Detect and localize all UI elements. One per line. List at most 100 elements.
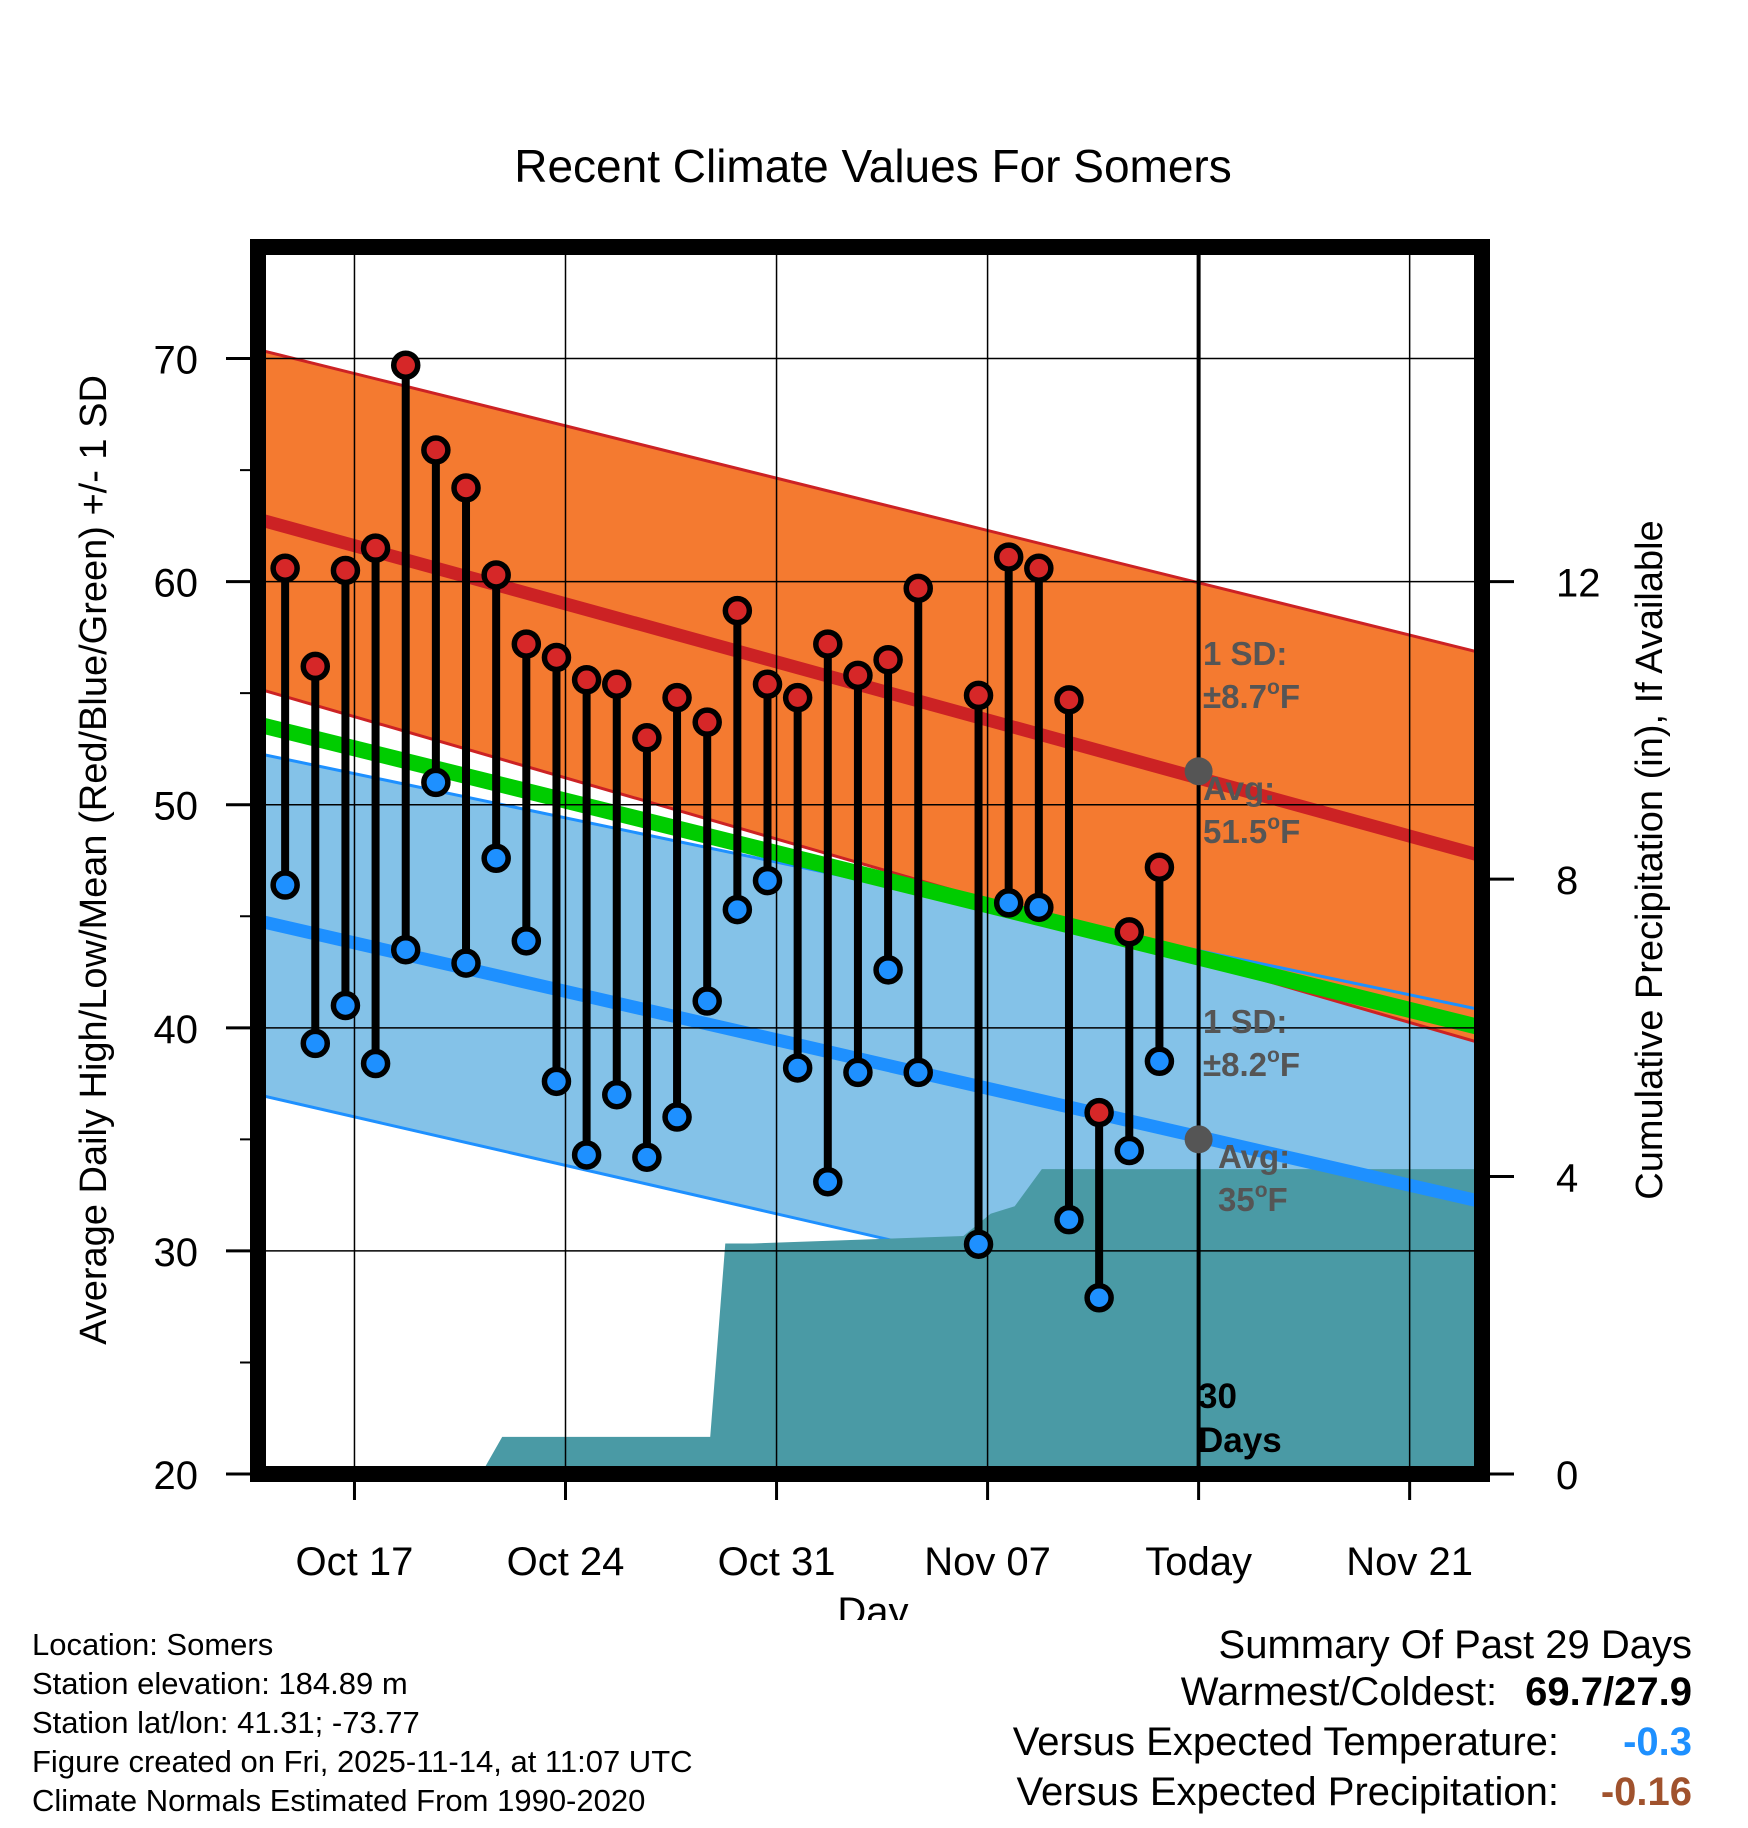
normals-text: Climate Normals Estimated From 1990-2020 [32, 1783, 646, 1818]
summary-panel: Summary Of Past 29 Days Warmest/Coldest:… [1013, 1620, 1692, 1820]
x-tick-label: Oct 31 [718, 1540, 836, 1584]
latlon-text: Station lat/lon: 41.31; -73.77 [32, 1705, 420, 1740]
high-point [993, 542, 1024, 572]
created-text: Figure created on Fri, 2025-11-14, at 11… [32, 1744, 693, 1779]
high-point [782, 682, 813, 713]
high-sd-band [258, 349, 1482, 1044]
high-point [1144, 852, 1175, 882]
station-info: Location: Somers Station elevation: 184.… [32, 1625, 693, 1820]
low-point [632, 1142, 662, 1172]
location-text: Location: Somers [32, 1627, 274, 1662]
high-avg-line [258, 512, 1482, 863]
low-point [903, 1057, 933, 1088]
low-point [1084, 1283, 1114, 1313]
y2-tick-label: 4 [1556, 1157, 1578, 1201]
high-point [1084, 1097, 1114, 1128]
low-avg-label: Avg: [1218, 1138, 1290, 1175]
x-tick-label: Oct 24 [507, 1540, 625, 1584]
precip-anomaly-value: -0.16 [1600, 1770, 1692, 1814]
y-tick-label: 70 [154, 339, 199, 383]
warmest-coldest-label: Warmest/Coldest: [1180, 1670, 1498, 1714]
elevation-text: Station elevation: 184.89 m [32, 1666, 408, 1701]
y2-tick-label: 8 [1556, 859, 1578, 903]
climate-chart: 1 SD: ±8.7oF Avg: 51.5oF 1 SD: ±8.2oF Avg: 35oF… [73, 140, 1671, 1620]
low-point [873, 955, 903, 985]
days-count: 30 [1198, 1377, 1237, 1416]
high-point [511, 629, 542, 659]
x-tick-label: Nov 07 [924, 1540, 1051, 1584]
low-avg-anchor-dot [1184, 1125, 1213, 1154]
x-tick-label: Nov 21 [1346, 1540, 1473, 1584]
high-point [903, 573, 933, 604]
low-point [571, 1140, 602, 1170]
high-point [752, 669, 783, 700]
high-point [1024, 553, 1054, 584]
precip-area [481, 1169, 1482, 1474]
low-point [1114, 1135, 1145, 1166]
low-point [1024, 892, 1054, 923]
low-point [722, 894, 753, 925]
high-point [1114, 917, 1145, 947]
y-axis-label-right: Cumulative Precipitation (in), If Availa… [1629, 520, 1671, 1199]
high-point [813, 629, 843, 659]
low-point [1054, 1204, 1084, 1235]
y2-tick-label: 12 [1556, 562, 1601, 606]
low-point [360, 1048, 391, 1079]
low-point [993, 888, 1024, 918]
low-point [511, 926, 542, 956]
high-point [421, 435, 451, 465]
low-point [963, 1229, 994, 1259]
low-point [782, 1053, 813, 1083]
high-avg-label: Avg: [1203, 770, 1275, 807]
high-point [602, 669, 632, 700]
low-avg-value: 35oF [1218, 1179, 1288, 1218]
low-point [481, 843, 511, 874]
low-sd-label: 1 SD: [1203, 1003, 1287, 1040]
high-point [1054, 685, 1084, 715]
y-tick-label: 50 [154, 785, 199, 829]
chart-title: Recent Climate Values For Somers [514, 140, 1232, 192]
y-axis-label-left: Average Daily High/Low/Mean (Red/Blue/Gr… [73, 375, 115, 1345]
low-point [692, 986, 722, 1016]
high-point [571, 665, 602, 695]
y-tick-label: 40 [154, 1008, 199, 1052]
x-tick-label: Today [1145, 1540, 1252, 1584]
high-point [330, 555, 361, 586]
temp-anomaly-label: Versus Expected Temperature: [1012, 1720, 1559, 1764]
low-sd-value: ±8.2oF [1203, 1044, 1300, 1083]
high-point [692, 707, 722, 737]
x-axis-label: Day [837, 1590, 908, 1620]
high-point [360, 533, 391, 563]
high-point [662, 682, 692, 713]
warmest-coldest-value: 69.7/27.9 [1525, 1670, 1692, 1714]
low-point [421, 767, 451, 798]
low-point [541, 1066, 572, 1097]
low-point [662, 1102, 692, 1132]
y-tick-label: 60 [154, 562, 199, 606]
low-point [752, 865, 783, 896]
y-tick-label: 20 [154, 1454, 199, 1498]
high-point [963, 680, 994, 711]
low-point [813, 1167, 843, 1197]
high-point [722, 595, 753, 626]
y2-tick-label: 0 [1556, 1454, 1578, 1498]
low-point [602, 1079, 632, 1110]
high-sd-value: ±8.7oF [1203, 676, 1300, 715]
precip-anomaly-label: Versus Expected Precipitation: [1016, 1770, 1559, 1814]
high-avg-value: 51.5oF [1203, 811, 1300, 850]
y-tick-label: 30 [154, 1231, 199, 1275]
high-point [843, 660, 873, 691]
high-point [632, 723, 662, 753]
low-point [1144, 1046, 1175, 1077]
high-point [481, 560, 511, 590]
high-avg-anchor-dot [1184, 757, 1213, 786]
low-point [451, 948, 481, 978]
high-point [390, 350, 421, 380]
mean-avg-line [258, 716, 1482, 1036]
days-label: Days [1198, 1421, 1282, 1460]
high-point [873, 644, 903, 675]
high-sd-upper-line [258, 348, 1482, 655]
low-point [300, 1028, 331, 1059]
high-point [541, 642, 572, 673]
high-point [270, 553, 300, 584]
